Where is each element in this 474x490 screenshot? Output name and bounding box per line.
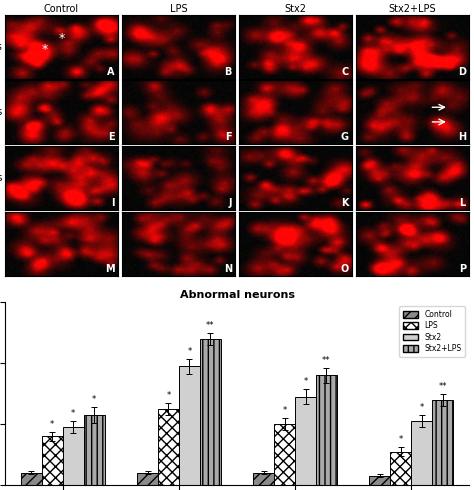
Bar xyxy=(84,415,105,485)
Title: Stx2+LPS: Stx2+LPS xyxy=(389,4,436,14)
Text: O: O xyxy=(341,264,349,274)
Bar xyxy=(137,473,158,485)
Y-axis label: 7 days: 7 days xyxy=(0,173,2,183)
Text: G: G xyxy=(341,132,349,143)
Title: Stx2: Stx2 xyxy=(284,4,307,14)
Bar xyxy=(21,473,42,485)
Text: F: F xyxy=(225,132,232,143)
Text: L: L xyxy=(460,198,466,208)
Text: C: C xyxy=(342,67,349,76)
Y-axis label: 2 Days: 2 Days xyxy=(0,42,2,51)
Text: H: H xyxy=(458,132,466,143)
Text: J: J xyxy=(228,198,232,208)
Title: LPS: LPS xyxy=(170,4,187,14)
Bar xyxy=(411,421,432,485)
Title: Abnormal neurons: Abnormal neurons xyxy=(180,290,294,300)
Text: *: * xyxy=(50,420,55,429)
Text: B: B xyxy=(225,67,232,76)
Bar xyxy=(432,400,453,485)
Text: *: * xyxy=(92,395,96,404)
Text: N: N xyxy=(224,264,232,274)
Bar xyxy=(63,427,84,485)
Text: *: * xyxy=(419,403,424,412)
Text: *: * xyxy=(41,43,47,56)
Bar xyxy=(200,339,221,485)
Y-axis label: 4 days: 4 days xyxy=(0,107,2,117)
Text: *: * xyxy=(166,391,171,400)
Bar xyxy=(369,476,390,485)
Text: D: D xyxy=(458,67,466,76)
Text: K: K xyxy=(341,198,349,208)
Text: **: ** xyxy=(206,321,215,330)
Text: *: * xyxy=(283,406,287,415)
Title: Control: Control xyxy=(44,4,79,14)
Bar xyxy=(390,452,411,485)
Text: **: ** xyxy=(438,382,447,391)
Bar xyxy=(253,473,274,485)
Legend: Control, LPS, Stx2, Stx2+LPS: Control, LPS, Stx2, Stx2+LPS xyxy=(399,306,465,357)
Text: E: E xyxy=(108,132,115,143)
Text: *: * xyxy=(303,377,308,386)
Text: *: * xyxy=(187,346,191,356)
Text: P: P xyxy=(459,264,466,274)
Bar xyxy=(316,375,337,485)
Text: I: I xyxy=(111,198,115,208)
Bar xyxy=(295,397,316,485)
Bar xyxy=(158,409,179,485)
Bar xyxy=(42,437,63,485)
Text: **: ** xyxy=(322,356,331,365)
Text: M: M xyxy=(105,264,115,274)
Bar xyxy=(179,367,200,485)
Text: *: * xyxy=(58,32,64,46)
Text: *: * xyxy=(71,409,75,418)
Bar xyxy=(274,424,295,485)
Text: A: A xyxy=(108,67,115,76)
Text: *: * xyxy=(399,435,403,444)
